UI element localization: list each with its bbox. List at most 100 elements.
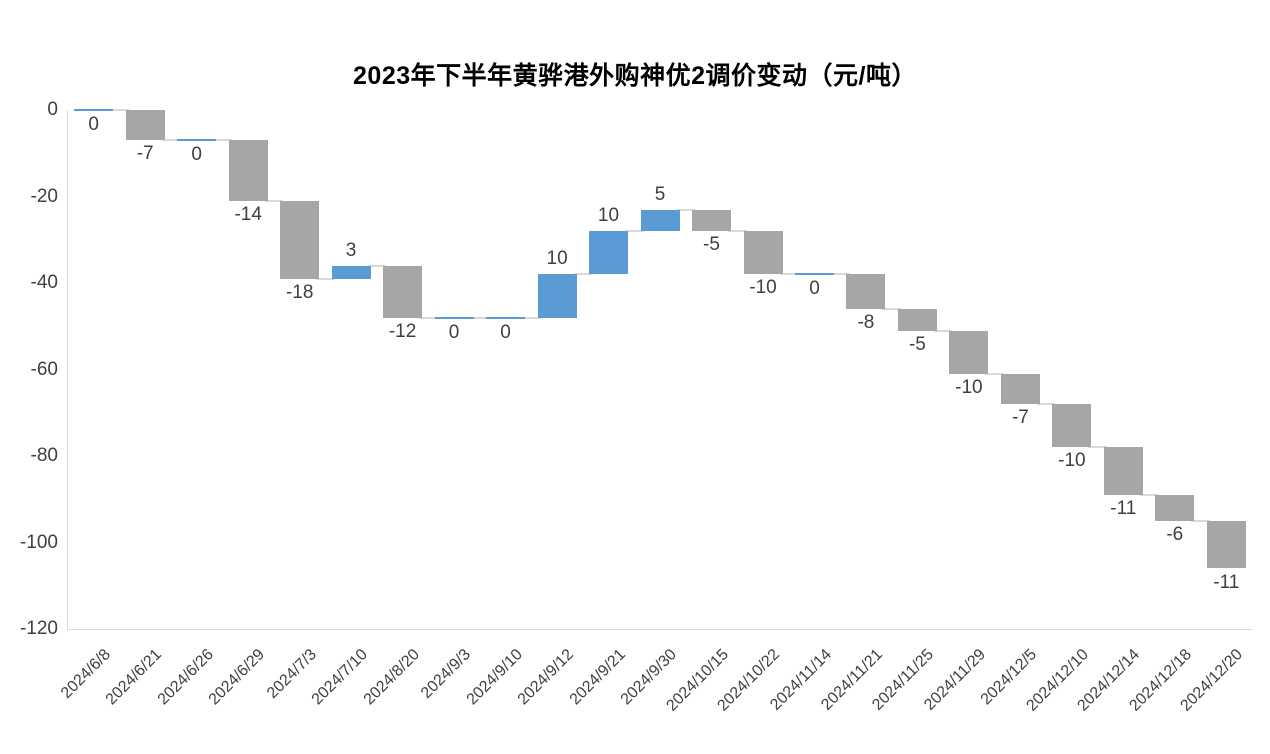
bar-value-label: -18 — [285, 281, 314, 303]
y-axis-line — [67, 110, 68, 629]
connector-line — [676, 208, 695, 211]
x-tick-label: 2024/6/8 — [57, 646, 114, 703]
connector-line — [110, 109, 129, 111]
bar-value-label: -10 — [955, 376, 983, 398]
bar-value-label: 0 — [88, 114, 99, 135]
y-tick-label: -60 — [30, 358, 58, 380]
bar-value-label: -7 — [1011, 407, 1029, 429]
x-tick-label: 2024/11/21 — [818, 646, 886, 714]
waterfall-bar — [1206, 520, 1246, 569]
waterfall-bar — [537, 274, 577, 318]
x-tick-label: 2024/9/12 — [514, 646, 578, 709]
connector-line — [625, 230, 644, 233]
waterfall-bar — [434, 316, 474, 319]
x-tick-label: 2024/10/15 — [662, 646, 732, 715]
waterfall-bar — [331, 265, 371, 279]
waterfall-bar — [743, 231, 783, 275]
connector-line — [161, 139, 181, 142]
waterfall-bar — [1103, 447, 1143, 495]
x-tick-label: 2024/6/26 — [154, 646, 217, 709]
x-tick-label: 2024/12/18 — [1126, 646, 1195, 715]
chart-title: 2023年下半年黄骅港外购神优2调价变动（元/吨） — [353, 62, 917, 90]
x-tick-label: 2024/6/29 — [205, 646, 269, 709]
waterfall-bar — [125, 110, 165, 141]
x-tick-label: 2024/10/22 — [714, 646, 784, 715]
x-axis-line — [67, 629, 1253, 630]
connector-line — [367, 264, 387, 267]
bar-value-label: -11 — [1213, 571, 1240, 593]
bar-value-label: -8 — [857, 312, 875, 333]
connector-line — [1036, 403, 1056, 406]
x-tick-label: 2024/12/5 — [978, 646, 1041, 709]
bar-value-label: 0 — [809, 278, 820, 300]
waterfall-bar — [486, 316, 526, 319]
waterfall-bar — [692, 209, 731, 232]
connector-line — [522, 316, 541, 319]
x-tick-label: 2024/9/3 — [418, 646, 475, 703]
waterfall-bar — [1000, 373, 1040, 405]
waterfall-bar — [74, 109, 114, 111]
y-tick-label: -40 — [30, 272, 58, 293]
connector-line — [213, 139, 232, 142]
bar-value-label: -10 — [749, 277, 777, 299]
waterfall-bar — [177, 139, 217, 142]
x-tick-label: 2024/9/10 — [463, 646, 526, 709]
bar-value-label: -6 — [1166, 523, 1184, 545]
bar-value-label: 0 — [448, 321, 460, 343]
connector-line — [1191, 519, 1210, 522]
x-tick-label: 2024/8/20 — [360, 646, 423, 709]
connector-line — [933, 329, 953, 332]
x-tick-label: 2024/12/14 — [1074, 646, 1144, 715]
connector-line — [728, 230, 747, 233]
bar-value-label: -14 — [234, 203, 262, 225]
waterfall-bar — [1155, 494, 1195, 521]
connector-line — [316, 277, 335, 280]
y-tick-label: 0 — [47, 99, 58, 120]
bar-value-label: 0 — [500, 321, 511, 343]
bar-value-label: 10 — [597, 205, 620, 227]
x-tick-label: 2024/11/29 — [921, 646, 989, 714]
x-tick-label: 2024/9/21 — [566, 646, 629, 709]
waterfall-bar — [228, 140, 268, 201]
waterfall-bar — [589, 231, 628, 275]
connector-line — [1139, 493, 1159, 496]
connector-line — [419, 316, 438, 319]
bar-value-label: 10 — [546, 248, 568, 270]
bar-value-label: -7 — [136, 143, 154, 165]
bar-value-label: -12 — [388, 320, 417, 342]
x-tick-label: 2024/12/10 — [1023, 646, 1092, 715]
x-tick-label: 2024/12/20 — [1177, 646, 1247, 715]
x-tick-label: 2024/7/10 — [308, 646, 372, 709]
connector-line — [470, 316, 490, 319]
x-tick-label: 2024/6/21 — [102, 646, 166, 709]
connector-line — [264, 199, 284, 202]
connector-line — [779, 273, 798, 276]
waterfall-bar — [383, 265, 423, 318]
connector-line — [831, 273, 850, 276]
x-tick-label: 2024/11/14 — [766, 646, 835, 714]
bar-value-label: -11 — [1110, 497, 1137, 519]
y-tick-label: -100 — [19, 531, 58, 553]
y-tick-label: -120 — [19, 618, 58, 639]
y-tick-label: -20 — [30, 185, 58, 207]
waterfall-bar — [949, 330, 989, 374]
bar-value-label: -10 — [1058, 450, 1086, 472]
waterfall-bar — [1052, 404, 1092, 448]
x-tick-label: 2024/9/30 — [617, 646, 681, 709]
x-tick-label: 2024/7/3 — [263, 646, 320, 703]
waterfall-bar — [280, 200, 320, 279]
connector-line — [882, 308, 901, 310]
waterfall-bar — [640, 209, 680, 232]
y-tick-label: -80 — [30, 445, 58, 466]
connector-line — [573, 273, 593, 276]
connector-line — [985, 372, 1004, 375]
connector-line — [1088, 446, 1107, 449]
waterfall-bar — [795, 273, 834, 276]
bar-value-label: -5 — [908, 333, 926, 355]
x-tick-label: 2024/11/25 — [869, 646, 938, 714]
bar-value-label: 3 — [345, 239, 357, 261]
bar-value-label: 0 — [191, 144, 202, 166]
bar-value-label: 5 — [654, 183, 666, 205]
